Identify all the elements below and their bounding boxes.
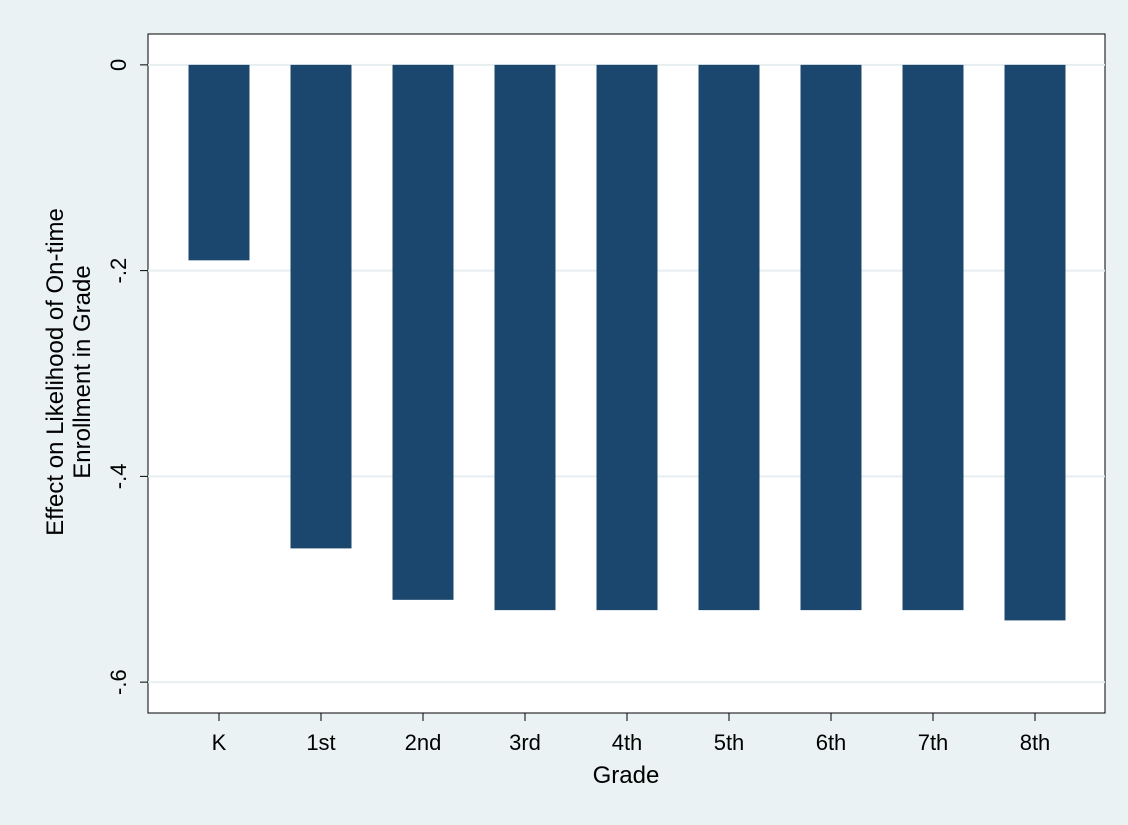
x-tick-label: 6th bbox=[816, 730, 847, 755]
y-axis-ticks: 0 -.2 -.4 -.6 bbox=[106, 59, 148, 695]
x-tick-label: 3rd bbox=[509, 730, 541, 755]
bar-3rd bbox=[494, 64, 556, 611]
y-axis-title-line-2: Enrollment in Grade bbox=[69, 265, 96, 478]
bar-7th bbox=[902, 64, 964, 611]
bar-5th bbox=[698, 64, 760, 611]
x-tick-label: 4th bbox=[612, 730, 643, 755]
bar-1st bbox=[290, 64, 352, 549]
x-axis-title: Grade bbox=[593, 762, 660, 789]
bars bbox=[188, 64, 1066, 621]
y-tick-label: -.2 bbox=[106, 258, 131, 284]
x-tick-label: 7th bbox=[918, 730, 949, 755]
y-tick-label: -.4 bbox=[106, 464, 131, 490]
x-tick-label: 8th bbox=[1020, 730, 1051, 755]
y-tick-label: 0 bbox=[106, 59, 131, 71]
y-axis-title-line-1: Effect on Likelihood of On-time bbox=[42, 208, 69, 536]
x-tick-label: 5th bbox=[714, 730, 745, 755]
x-tick-label: K bbox=[212, 730, 227, 755]
x-axis-ticks: K 1st 2nd 3rd 4th 5th 6th 7th 8th bbox=[212, 713, 1051, 755]
bar-6th bbox=[800, 64, 862, 611]
bar-k bbox=[188, 64, 250, 261]
bar-2nd bbox=[392, 64, 454, 600]
bar-4th bbox=[596, 64, 658, 611]
x-tick-label: 2nd bbox=[405, 730, 442, 755]
x-tick-label: 1st bbox=[306, 730, 335, 755]
bar-8th bbox=[1004, 64, 1066, 621]
y-tick-label: -.6 bbox=[106, 669, 131, 695]
